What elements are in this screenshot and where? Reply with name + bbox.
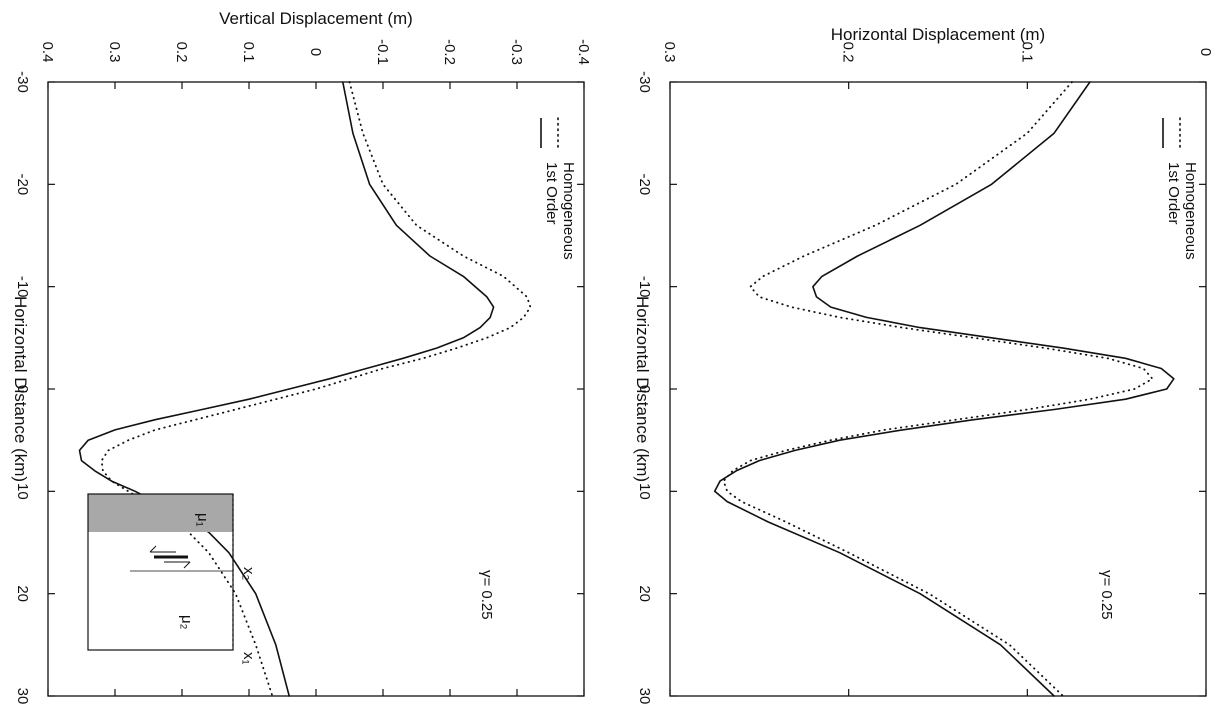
x-tick-label: 0	[636, 385, 653, 393]
series-line-homogeneous	[100, 81, 532, 697]
y-tick-label: 0.1	[240, 42, 257, 63]
axis-tick-labels: 0 0.1 0.2 0.3 -30 -20 -10 0 10 20 30	[636, 42, 1214, 705]
axis-ticks	[669, 81, 1207, 697]
x-tick-label: 0	[14, 385, 31, 393]
inset-x1-label: x₁	[240, 652, 257, 665]
y-tick-label: -0.1	[374, 39, 391, 65]
axis-ticks	[47, 81, 585, 697]
y-tick-label: -0.4	[575, 39, 592, 65]
legend-label-homogeneous: Homogeneous	[1182, 162, 1199, 260]
legend-label-homogeneous: Homogeneous	[560, 162, 577, 260]
inset-shaded-region	[88, 494, 233, 532]
fault-inset-diagram: μ₁ μ₂ x₂ x₁	[87, 493, 257, 665]
x-tick-label: -20	[636, 173, 653, 195]
y-tick-label: -0.2	[441, 39, 458, 65]
x-tick-label: -20	[14, 173, 31, 195]
inset-slip-arrowhead-bottom	[149, 545, 157, 553]
x-tick-label: -30	[636, 71, 653, 93]
y-tick-label: 0.3	[661, 42, 678, 63]
plot-frame	[47, 81, 585, 697]
axis-tick-labels: -0.4 -0.3 -0.2 -0.1 0 0.1 0.2 0.3 0.4 -30 -20 -10 0 1…	[14, 39, 592, 704]
series-line-homogeneous	[722, 81, 1154, 697]
y-tick-label: 0.3	[106, 42, 123, 63]
x-axis-label: Horizontal Distance (km)	[633, 296, 652, 482]
x-tick-label: -30	[14, 71, 31, 93]
horizontal-displacement-chart: 0 0.1 0.2 0.3 -30 -20 -10 0 10 20 30 Horizontal Di…	[633, 25, 1214, 704]
plot-frame	[669, 81, 1207, 697]
inset-slip-arrowhead-top	[183, 561, 191, 569]
x-tick-label: 30	[636, 688, 653, 705]
series-lines	[78, 81, 532, 697]
y-tick-label: -0.3	[508, 39, 525, 65]
x-tick-label: 20	[636, 585, 653, 602]
x-axis-label: Horizontal Distance (km)	[11, 296, 30, 482]
x-tick-label: -10	[636, 276, 653, 298]
gamma-annotation: γ= 0.25	[478, 570, 495, 620]
series-lines	[713, 81, 1175, 697]
legend: Homogeneous 1st Order	[1162, 117, 1199, 260]
y-tick-label: 0	[307, 48, 324, 56]
legend: Homogeneous 1st Order	[540, 117, 577, 260]
inset-x2-label: x₂	[240, 567, 257, 581]
legend-label-1st-order: 1st Order	[1165, 162, 1182, 225]
inset-mu-left: μ₁	[194, 513, 211, 527]
y-tick-label: 0	[1197, 48, 1214, 56]
y-tick-label: 0.2	[173, 42, 190, 63]
y-axis-label: Vertical Displacement (m)	[219, 9, 413, 28]
x-tick-label: -10	[14, 276, 31, 298]
x-tick-label: 20	[14, 585, 31, 602]
y-tick-label: 0.2	[840, 42, 857, 63]
x-tick-label: 30	[14, 688, 31, 705]
x-tick-label: 10	[636, 483, 653, 500]
x-tick-label: 10	[14, 483, 31, 500]
series-line-1st-order	[713, 81, 1175, 697]
series-line-1st-order	[78, 81, 495, 697]
inset-box	[87, 493, 234, 651]
inset-mu-right: μ₂	[178, 615, 195, 630]
gamma-annotation: γ= 0.25	[1098, 570, 1115, 620]
legend-label-1st-order: 1st Order	[543, 162, 560, 225]
y-tick-label: 0.4	[39, 42, 56, 63]
y-axis-label: Horizontal Displacement (m)	[831, 25, 1045, 44]
y-tick-label: 0.1	[1018, 42, 1035, 63]
vertical-displacement-chart: -0.4 -0.3 -0.2 -0.1 0 0.1 0.2 0.3 0.4 -30 -20 -10 0 1…	[11, 9, 592, 704]
